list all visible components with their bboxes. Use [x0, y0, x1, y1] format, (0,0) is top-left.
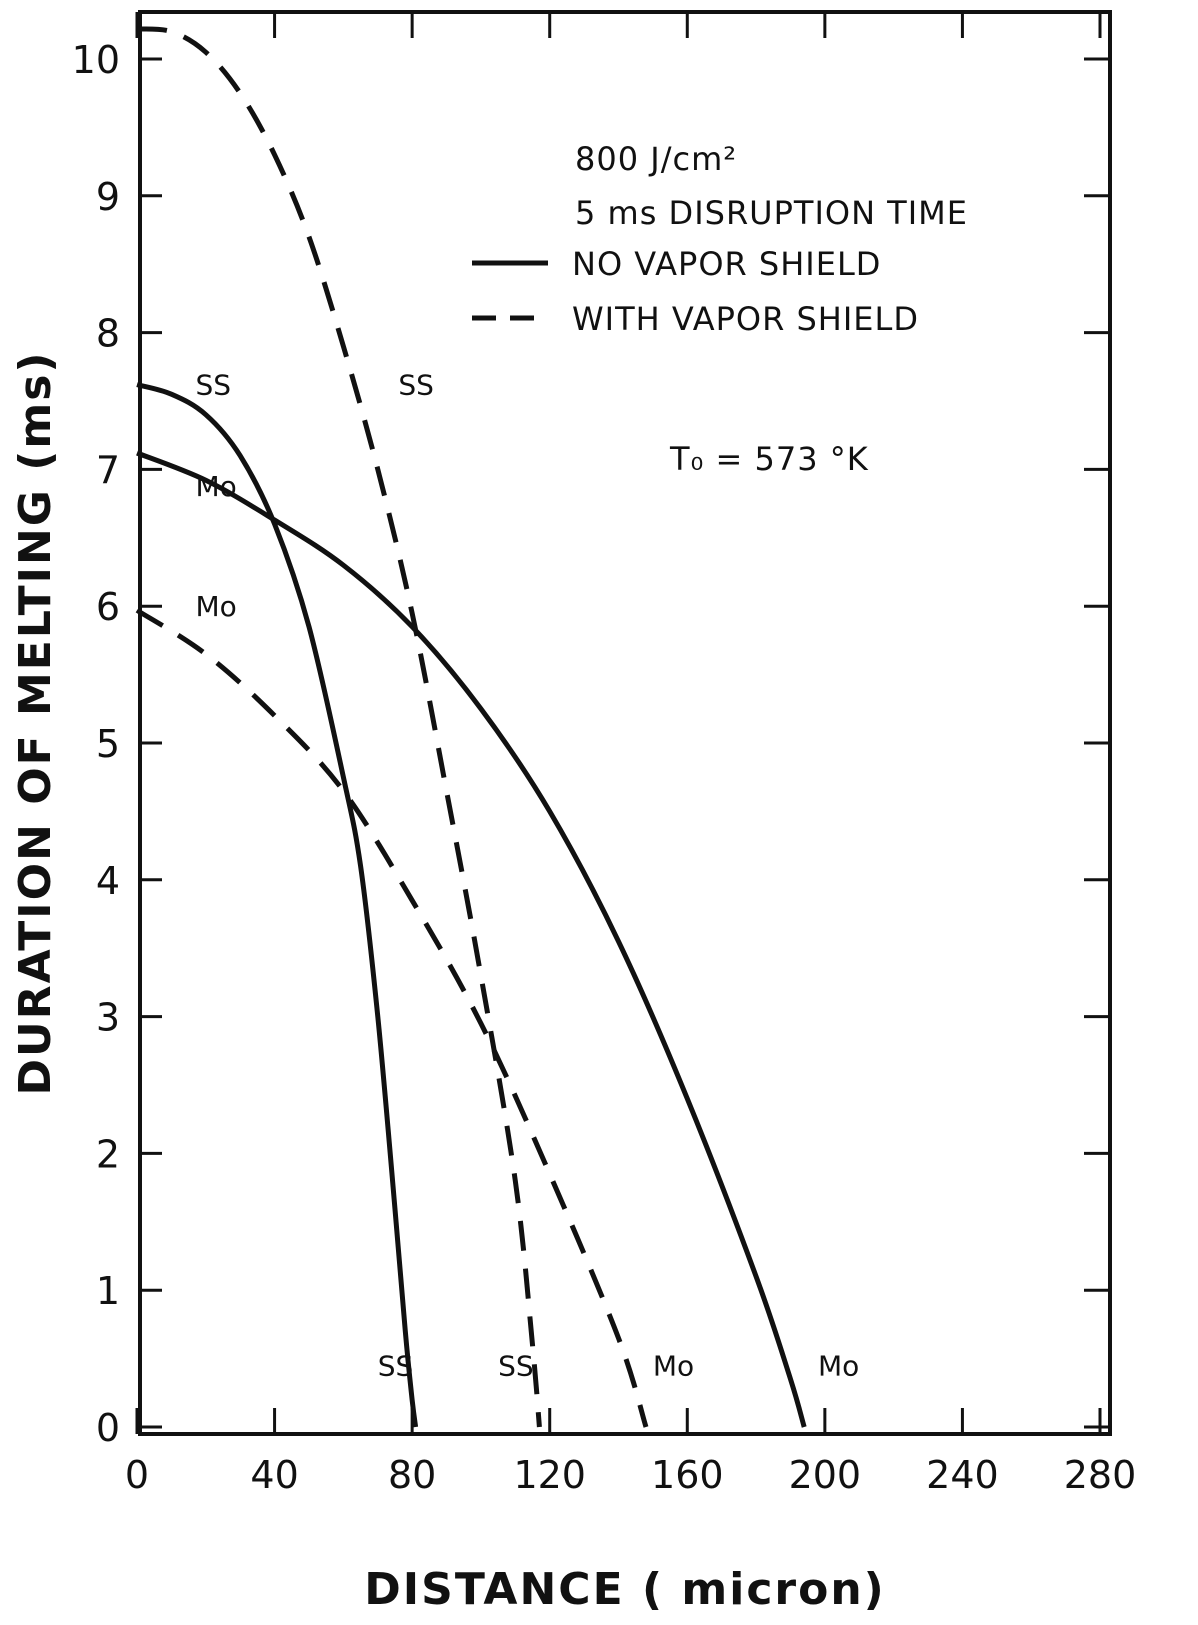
plot-frame — [138, 10, 1112, 1436]
y-tick-label: 8 — [96, 312, 120, 356]
curve-label-ss: SS — [498, 1349, 534, 1382]
curve-label-mo: Mo — [653, 1349, 694, 1382]
curve-label-ss: SS — [378, 1349, 414, 1382]
y-tick-label: 4 — [96, 859, 120, 903]
curve-label-ss: SS — [398, 369, 434, 402]
y-tick-label: 0 — [96, 1406, 120, 1450]
x-tick-label: 80 — [388, 1453, 436, 1497]
no-vapor-shield-mo-line — [136, 450, 807, 1428]
x-tick-label: 0 — [125, 1453, 149, 1497]
x-axis-title: DISTANCE ( micron) — [364, 1564, 886, 1615]
x-tick-label: 40 — [250, 1453, 298, 1497]
y-tick-label: 10 — [72, 38, 120, 82]
y-tick-label: 3 — [96, 996, 120, 1040]
curve-labels: SS Mo Mo SS SS SS Mo Mo — [195, 369, 859, 1383]
y-tick-label: 1 — [96, 1269, 120, 1313]
curve-label-mo: Mo — [818, 1349, 859, 1382]
x-tick-label: 240 — [926, 1453, 999, 1497]
legend: 800 J/cm² 5 ms DISRUPTION TIME NO VAPOR … — [472, 140, 968, 338]
y-tick-label: 7 — [96, 448, 120, 492]
x-tick-label: 280 — [1064, 1453, 1137, 1497]
series-layer — [135, 26, 807, 1428]
curve-label-mo: Mo — [195, 590, 236, 623]
legend-disruption-time: 5 ms DISRUPTION TIME — [575, 194, 968, 232]
with-vapor-shield-ss-line — [136, 26, 542, 1428]
temperature-annotation: T₀ = 573 °K — [669, 440, 869, 478]
y-tick-label: 2 — [96, 1132, 120, 1176]
legend-energy: 800 J/cm² — [575, 140, 737, 178]
x-tick-label: 160 — [651, 1453, 724, 1497]
x-tick-label: 120 — [513, 1453, 586, 1497]
no-vapor-shield-ss-line — [136, 382, 419, 1428]
y-tick-label: 5 — [96, 722, 120, 766]
curve-label-mo: Mo — [195, 470, 236, 503]
y-tick-label: 6 — [96, 585, 120, 629]
curve-label-ss: SS — [195, 369, 231, 402]
legend-label-with-vapor-shield: WITH VAPOR SHIELD — [572, 300, 919, 338]
legend-label-no-vapor-shield: NO VAPOR SHIELD — [572, 245, 881, 283]
y-tick-label: 9 — [96, 175, 120, 219]
axis-ticks — [135, 12, 1110, 1434]
y-axis-title: DURATION OF MELTING (ms) — [10, 351, 61, 1096]
axis-tick-labels: 0 40 80 120 160 200 240 280 0 1 2 3 4 5 6 7 8 9 10 — [72, 38, 1137, 1497]
x-tick-label: 200 — [789, 1453, 862, 1497]
with-vapor-shield-mo-line — [135, 608, 649, 1428]
